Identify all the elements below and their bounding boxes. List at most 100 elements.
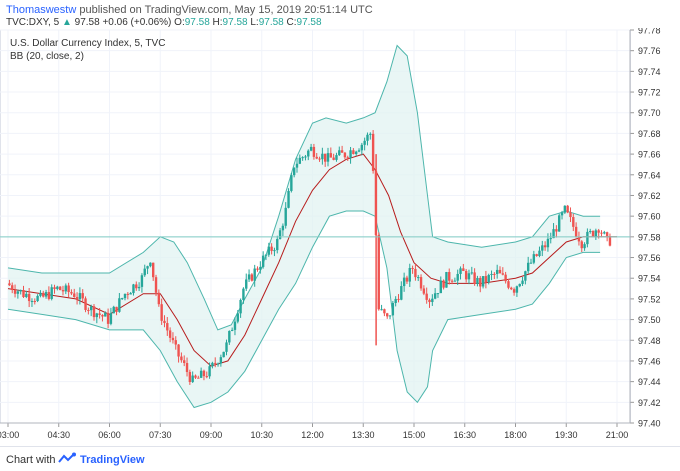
up-arrow-icon: ▲ [62, 17, 72, 28]
candle-body [366, 135, 368, 141]
candle-body [90, 306, 92, 310]
chart-area[interactable]: 97.78 97.76 97.74 97.72 97.70 97.68 97.66 97.64… [0, 28, 680, 470]
y-tick-label: 97.40 [638, 419, 661, 429]
candle-body [70, 292, 72, 293]
y-tick-label: 97.66 [638, 150, 661, 160]
candle-body [124, 294, 126, 298]
candle-body [327, 153, 329, 162]
candle-body [473, 272, 475, 284]
candle-body [338, 150, 340, 155]
last-price: 97.58 [75, 17, 100, 28]
candle-body [541, 245, 543, 250]
candle-body [485, 276, 487, 282]
candle-body [564, 206, 566, 213]
candle-body [482, 276, 484, 286]
candle-body [316, 157, 318, 159]
candle-body [349, 150, 351, 158]
x-tick-label: 12:00 [301, 430, 324, 440]
candle-body [341, 150, 343, 152]
y-tick-label: 97.60 [638, 212, 661, 222]
candle-body [251, 274, 253, 280]
candle-body [372, 134, 374, 171]
candle-body [206, 376, 208, 377]
candle-body [14, 290, 16, 294]
candle-body [76, 297, 78, 299]
candle-body [73, 293, 75, 297]
candle-body [454, 281, 456, 282]
candle-body [127, 294, 129, 295]
candle-body [138, 287, 140, 288]
candle-body [575, 227, 577, 237]
candle-body [234, 322, 236, 330]
candle-body [8, 283, 10, 285]
candle-body [59, 287, 61, 290]
candle-body [194, 376, 196, 378]
tradingview-brand[interactable]: TradingView [80, 454, 145, 466]
y-tick-label: 97.78 [638, 28, 661, 36]
candle-body [394, 299, 396, 303]
candle-body [493, 274, 495, 275]
x-tick-label: 16:30 [453, 430, 476, 440]
candle-body [22, 290, 24, 297]
candle-body [287, 191, 289, 208]
author-link[interactable]: Thomaswestw [6, 4, 76, 16]
candle-body [279, 230, 281, 239]
candle-body [583, 244, 585, 248]
candle-body [504, 275, 506, 282]
candle-body [67, 285, 69, 292]
y-tick-label: 97.52 [638, 294, 661, 304]
close-value: 97.58 [297, 17, 322, 28]
candle-body [544, 245, 546, 247]
x-tick-label: 09:00 [200, 430, 223, 440]
candle-body [163, 321, 165, 323]
candle-body [121, 298, 123, 299]
candle-body [442, 281, 444, 288]
candle-body [203, 371, 205, 376]
candle-body [152, 263, 154, 277]
candle-body [62, 290, 64, 291]
candle-body [28, 294, 30, 301]
candle-body [96, 313, 98, 317]
indicator-legend[interactable]: BB (20, close, 2) [10, 51, 84, 62]
candle-body [282, 226, 284, 231]
candle-body [425, 294, 427, 300]
candle-body [566, 206, 568, 213]
footer: Chart with TradingView [0, 446, 680, 471]
candle-body [476, 278, 478, 284]
candle-body [499, 270, 501, 273]
candle-body [228, 331, 230, 342]
candle-body [31, 301, 33, 302]
candle-body [186, 363, 188, 372]
candle-body [603, 232, 605, 233]
candle-body [595, 230, 597, 236]
candle-body [110, 313, 112, 324]
candle-body [451, 281, 453, 282]
candle-body [160, 304, 162, 321]
candle-body [166, 323, 168, 330]
candle-body [414, 269, 416, 277]
candle-body [581, 241, 583, 248]
candle-body [262, 256, 264, 267]
candle-body [245, 279, 247, 288]
y-tick-label: 97.48 [638, 336, 661, 346]
candle-body [344, 153, 346, 158]
candle-body [479, 278, 481, 287]
candle-body [606, 232, 608, 236]
candle-body [101, 315, 103, 317]
y-tick-label: 97.72 [638, 88, 661, 98]
x-tick-label: 19:30 [555, 430, 578, 440]
candle-body [513, 289, 515, 293]
candle-body [417, 277, 419, 278]
candle-body [600, 233, 602, 234]
candle-body [248, 274, 250, 279]
candle-body [113, 307, 115, 313]
candle-body [17, 291, 19, 293]
candle-body [237, 313, 239, 321]
candle-body [434, 293, 436, 298]
candle-body [310, 147, 312, 151]
candle-body [516, 286, 518, 292]
candle-body [335, 155, 337, 160]
candle-body [378, 235, 380, 309]
candle-body [293, 168, 295, 176]
price-chart[interactable]: 97.78 97.76 97.74 97.72 97.70 97.68 97.66 97.64… [0, 28, 680, 446]
